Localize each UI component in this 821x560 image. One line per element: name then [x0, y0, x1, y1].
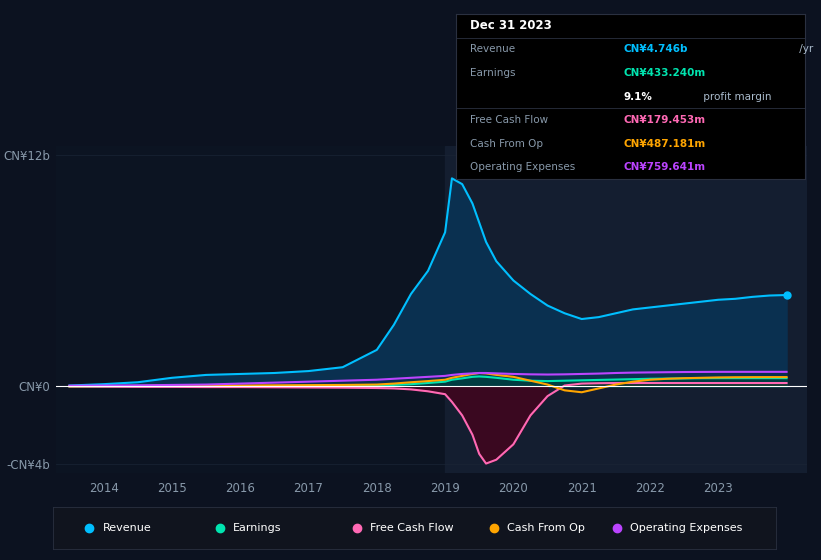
Text: /yr: /yr — [796, 44, 813, 54]
Text: Dec 31 2023: Dec 31 2023 — [470, 19, 552, 32]
Text: CN¥4.746b: CN¥4.746b — [623, 44, 688, 54]
Text: Free Cash Flow: Free Cash Flow — [369, 523, 453, 533]
Text: profit margin: profit margin — [699, 92, 772, 101]
Text: 9.1% profit margin: 9.1% profit margin — [623, 92, 721, 101]
Text: Operating Expenses: Operating Expenses — [630, 523, 742, 533]
Text: Revenue: Revenue — [470, 44, 515, 54]
Text: CN¥433.240m /yr: CN¥433.240m /yr — [623, 68, 715, 78]
Text: Operating Expenses: Operating Expenses — [470, 162, 575, 172]
Text: CN¥759.641m: CN¥759.641m — [623, 162, 705, 172]
Bar — [445, 146, 807, 473]
Text: CN¥487.181m /yr: CN¥487.181m /yr — [623, 139, 715, 149]
Text: 9.1%: 9.1% — [623, 92, 652, 101]
Text: CN¥179.453m: CN¥179.453m — [623, 115, 705, 125]
Text: Earnings: Earnings — [470, 68, 515, 78]
Text: Revenue: Revenue — [103, 523, 151, 533]
Text: Earnings: Earnings — [232, 523, 281, 533]
Text: CN¥179.453m /yr: CN¥179.453m /yr — [623, 115, 715, 125]
Text: CN¥487.181m: CN¥487.181m — [623, 139, 705, 149]
Text: Free Cash Flow: Free Cash Flow — [470, 115, 548, 125]
Text: Cash From Op: Cash From Op — [507, 523, 585, 533]
Text: CN¥759.641m /yr: CN¥759.641m /yr — [623, 162, 715, 172]
Text: Cash From Op: Cash From Op — [470, 139, 543, 149]
Text: CN¥433.240m: CN¥433.240m — [623, 68, 705, 78]
Text: CN¥4.746b /yr: CN¥4.746b /yr — [623, 44, 699, 54]
